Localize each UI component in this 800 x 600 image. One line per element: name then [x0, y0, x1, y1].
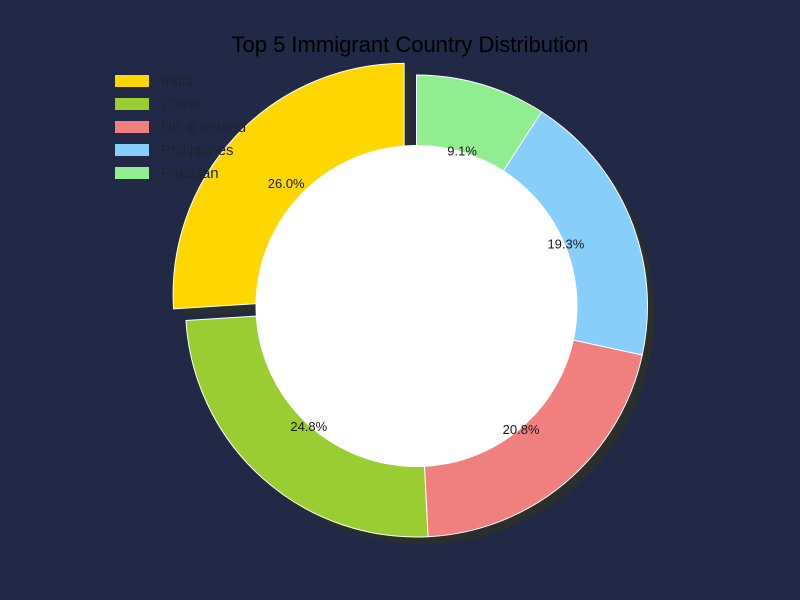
percentage-labels: 26.0% 24.8% 20.8% 19.3% 9.1% — [268, 143, 585, 436]
legend-swatch-uk-ireland — [115, 121, 149, 133]
legend-swatch-china — [115, 98, 149, 110]
legend-label-china: China — [161, 96, 201, 113]
legend-swatch-india — [115, 75, 149, 87]
pct-label-china: 24.8% — [290, 419, 327, 434]
legend-label-philippines: Philippines — [161, 142, 234, 159]
legend-swatch-pakistan — [115, 167, 149, 179]
pct-label-india: 26.0% — [268, 176, 305, 191]
legend-label-pakistan: Pakistan — [161, 165, 219, 182]
pct-label-pakistan: 9.1% — [447, 143, 477, 158]
legend-label-india: India — [161, 73, 194, 90]
pct-label-philippines: 19.3% — [547, 237, 584, 252]
legend-swatch-philippines — [115, 144, 149, 156]
pct-label-uk-ireland: 20.8% — [503, 422, 540, 437]
legend: India China UK & Ireland Philippines Pakista… — [115, 73, 246, 182]
chart-title: Top 5 Immigrant Country Distribution — [231, 32, 588, 57]
donut-hole — [255, 145, 578, 467]
legend-label-uk-ireland: UK & Ireland — [161, 119, 246, 136]
